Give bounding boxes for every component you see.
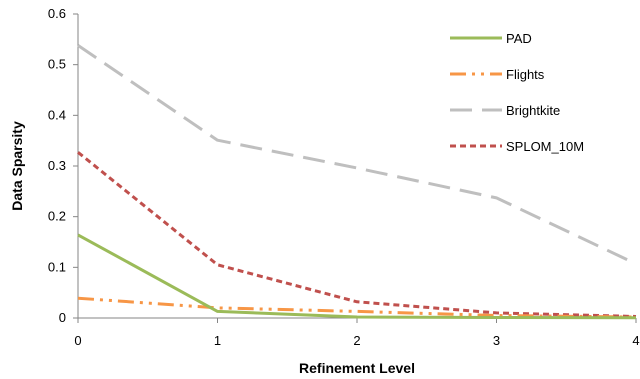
y-tick-label: 0.2 (48, 209, 66, 224)
x-axis-title: Refinement Level (299, 360, 415, 376)
y-axis-title: Data Sparsity (9, 121, 25, 211)
y-tick-label: 0 (59, 310, 66, 325)
x-tick-label: 2 (353, 333, 360, 348)
x-tick-label: 3 (493, 333, 500, 348)
x-tick-label: 0 (74, 333, 81, 348)
y-tick-label: 0.3 (48, 158, 66, 173)
y-tick-label: 0.6 (48, 6, 66, 21)
series-line-brightkite (77, 44, 637, 266)
y-tick-label: 0.4 (48, 107, 66, 122)
y-tick-label: 0.5 (48, 57, 66, 72)
x-tick-label: 1 (214, 333, 221, 348)
chart-axes: 0 0.1 0.2 0.3 0.4 0.5 0.6 0 1 2 3 4 (48, 6, 640, 348)
legend-label: Flights (506, 67, 545, 82)
legend-label: Brightkite (506, 103, 560, 118)
series-line-pad (77, 233, 637, 320)
legend-label: PAD (506, 31, 532, 46)
x-tick-label: 4 (632, 333, 639, 348)
y-tick-label: 0.1 (48, 259, 66, 274)
legend: PAD Flights Brightkite SPLOM_10M (450, 31, 584, 154)
legend-label: SPLOM_10M (506, 139, 584, 154)
series-line-splom-10m (77, 151, 637, 318)
series-line-flights (77, 296, 637, 319)
series-layer (77, 44, 637, 320)
